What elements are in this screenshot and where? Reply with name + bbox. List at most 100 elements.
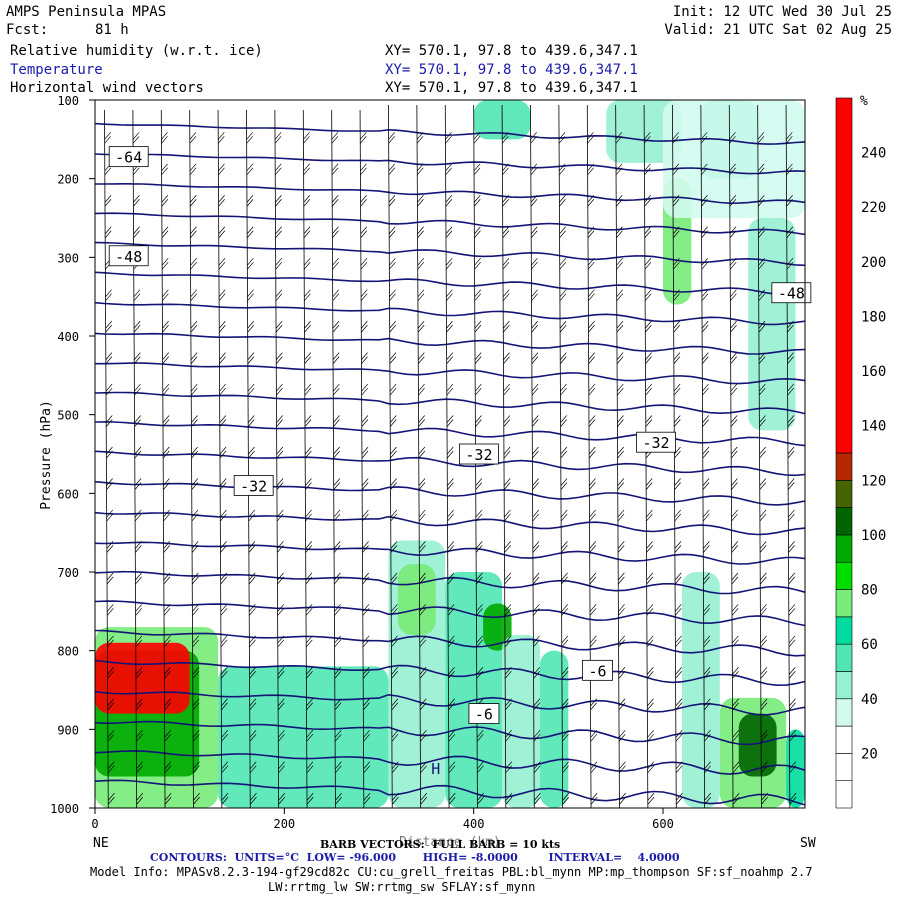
contour-label-box	[771, 282, 812, 304]
colorbar-label: 200	[861, 255, 886, 271]
wind-barb-flag	[502, 257, 510, 270]
wind-barb-flag	[275, 257, 283, 270]
wind-barb-flag	[617, 478, 625, 490]
wind-barb-flag	[788, 572, 796, 585]
wind-barb-staff	[757, 104, 762, 809]
wind-barb-flag	[277, 572, 284, 585]
wind-barb-flag	[221, 729, 228, 742]
wind-barb-flag	[161, 195, 169, 207]
wind-barb-flag	[418, 478, 426, 490]
y-tick-label: 900	[57, 723, 79, 737]
wind-barb-flag	[360, 226, 368, 238]
wind-barb-flag	[219, 383, 226, 396]
wind-barb-staff	[160, 109, 166, 809]
wind-barb-flag	[163, 572, 171, 585]
isotherm	[94, 750, 806, 775]
contour-label-box	[468, 703, 500, 724]
field-wind-xy: XY= 570.1, 97.8 to 439.6,347.1	[385, 80, 638, 96]
contour-label-box	[582, 659, 613, 681]
wind-barb-flag	[331, 132, 339, 144]
colorbar-label: 240	[861, 146, 886, 162]
wind-barb-flag	[189, 195, 197, 207]
wind-barb-flag	[616, 257, 623, 270]
wind-barb-flag	[303, 226, 311, 238]
isotherm	[95, 182, 806, 205]
field-temp-name: Temperature	[10, 62, 103, 78]
wind-barb-flag	[161, 163, 168, 176]
wind-barb-flag	[703, 604, 711, 616]
wind-barb-flag	[133, 195, 140, 207]
wind-barb-flag	[789, 729, 796, 742]
wind-barb-flag	[191, 446, 198, 459]
wind-barb-flag	[760, 635, 767, 648]
wind-barb-flag	[417, 195, 424, 207]
wind-barb-flag	[590, 792, 598, 805]
wind-barb-flag	[646, 572, 654, 585]
wind-barb-flag	[759, 383, 766, 396]
isotherm	[94, 720, 806, 746]
contour-label: -48	[778, 285, 805, 303]
wind-barb-flag	[760, 667, 768, 679]
wind-barb-flag	[277, 635, 285, 648]
wind-barb-flag	[333, 446, 340, 459]
wind-barb-flag	[136, 761, 143, 773]
colorbar-label: 120	[861, 473, 886, 489]
wind-barb-flag	[759, 446, 766, 459]
colorbar-bin	[835, 725, 853, 754]
wind-barb-flag	[477, 792, 484, 805]
wind-barb-flag	[445, 132, 452, 144]
wind-barb-flag	[504, 604, 512, 616]
wind-barb-flag	[333, 509, 341, 522]
wind-barb-flag	[502, 289, 510, 301]
wind-barb-flag	[474, 257, 481, 270]
wind-barb-flag	[674, 509, 682, 522]
wind-barb-flag	[731, 446, 738, 459]
wind-barb-flag	[730, 415, 738, 427]
humidity-region	[738, 713, 777, 777]
wind-barb-flag	[588, 415, 596, 427]
isotherm	[94, 450, 806, 477]
wind-barb-flag	[246, 163, 254, 176]
wind-barb-flag	[189, 132, 197, 144]
wind-barb-flag	[332, 257, 339, 270]
y-tick-label: 500	[57, 409, 79, 423]
wind-barb-flag	[390, 572, 398, 585]
isotherm	[94, 421, 806, 447]
wind-barb-flag	[618, 698, 626, 710]
wind-barb-flag	[334, 698, 342, 710]
wind-barb-flag	[163, 541, 171, 553]
contour-label-box	[459, 443, 499, 465]
wind-barb-flag	[445, 163, 452, 176]
wind-barb-flag	[561, 635, 569, 648]
wind-barb-flag	[193, 761, 200, 773]
colorbar-label: 60	[861, 637, 878, 653]
wind-barb-flag	[218, 195, 225, 207]
wind-barb-flag	[474, 289, 482, 301]
y-tick-label: 800	[57, 645, 79, 659]
wind-barb-flag	[559, 226, 566, 238]
wind-barb-flag	[731, 572, 739, 585]
wind-barb-flag	[418, 415, 425, 427]
wind-barb-flag	[675, 761, 683, 773]
wind-barb-flag	[221, 761, 229, 773]
wind-barb-flag	[758, 352, 766, 364]
wind-barb-flag	[417, 320, 425, 333]
wind-barb-flag	[189, 163, 197, 176]
wind-barb-flag	[276, 352, 283, 364]
wind-barb-flag	[646, 509, 653, 522]
wind-barb-flag	[504, 572, 512, 585]
colorbar-label: 40	[861, 692, 878, 708]
wind-barb-flag	[278, 761, 285, 773]
wind-barb-staff	[700, 104, 706, 809]
wind-barb-flag	[475, 415, 482, 427]
wind-barb-flag	[361, 352, 368, 364]
wind-barb-flag	[162, 289, 169, 301]
wind-barb-flag	[420, 761, 427, 773]
wind-barb-flag	[418, 383, 425, 396]
wind-barb-flag	[789, 792, 797, 805]
field-rh-name: Relative humidity (w.r.t. ice)	[10, 43, 263, 59]
wind-barb-flag	[278, 729, 285, 742]
wind-barb-flag	[788, 541, 795, 553]
wind-barb-flag	[759, 541, 767, 553]
wind-barb-flag	[530, 132, 537, 144]
